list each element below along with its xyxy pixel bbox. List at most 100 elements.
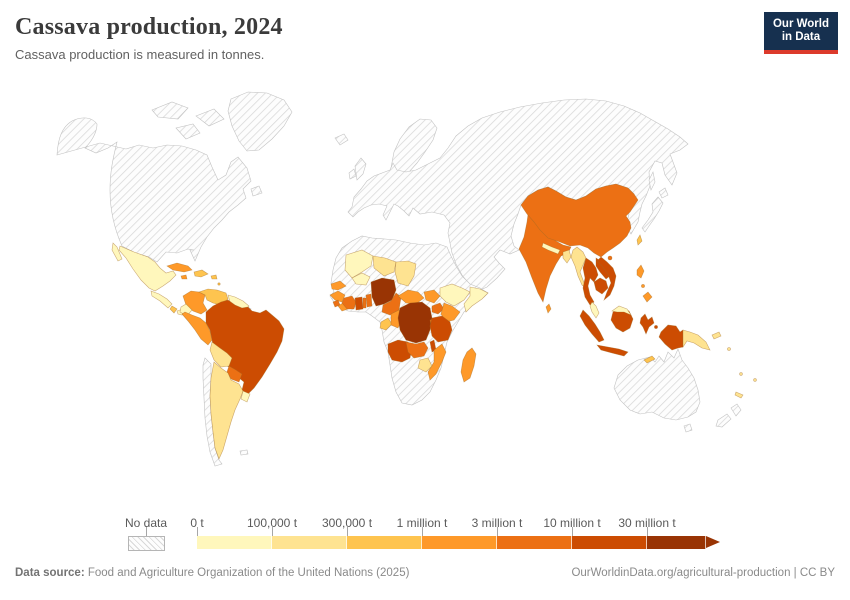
country-indonesian-papua[interactable] — [658, 324, 684, 351]
legend-no-data-swatch[interactable] — [128, 536, 165, 551]
country-south-sudan[interactable] — [423, 289, 441, 304]
country-madagascar[interactable] — [460, 347, 477, 383]
legend-color-segment[interactable] — [197, 536, 272, 549]
country-chad[interactable] — [394, 260, 417, 287]
country-angola[interactable] — [387, 339, 413, 363]
country-zimbabwe[interactable] — [417, 357, 433, 373]
country-china[interactable] — [520, 183, 639, 258]
owid-logo[interactable]: Our World in Data — [763, 12, 838, 54]
country-mali[interactable] — [344, 249, 374, 279]
legend-color-segment[interactable] — [422, 536, 497, 549]
country-ghana[interactable] — [354, 296, 364, 311]
page-title: Cassava production, 2024 — [15, 14, 283, 40]
legend-tick — [647, 527, 648, 536]
country-kenya[interactable] — [440, 302, 461, 323]
country-greenland[interactable] — [227, 91, 293, 152]
country-drc[interactable] — [397, 301, 433, 344]
country-benin[interactable] — [365, 293, 373, 308]
country-ireland[interactable] — [348, 168, 357, 180]
data-layer — [111, 183, 757, 460]
country-north-america[interactable] — [56, 117, 252, 263]
legend-tick — [272, 527, 273, 536]
country-uruguay[interactable] — [240, 390, 251, 403]
country-baja[interactable] — [111, 242, 123, 262]
country-central-america[interactable] — [150, 290, 173, 309]
country-hainan[interactable] — [607, 255, 613, 261]
legend-color-segment[interactable] — [497, 536, 572, 549]
country-uganda[interactable] — [431, 302, 445, 315]
data-source-label: Data source: — [15, 567, 85, 579]
country-timor[interactable] — [643, 355, 656, 364]
country-cambodia[interactable] — [593, 277, 609, 295]
country-senegal[interactable] — [330, 280, 347, 291]
country-vietnam[interactable] — [596, 256, 617, 301]
country-nepal[interactable] — [541, 242, 561, 255]
country-arctic-island-3[interactable] — [175, 123, 201, 140]
country-somalia[interactable] — [463, 286, 489, 313]
owid-logo-line2: in Data — [781, 31, 821, 43]
legend-tick-label: 300,000 t — [321, 516, 373, 530]
country-puerto-rico[interactable] — [210, 274, 218, 280]
country-philippines-luzon[interactable] — [636, 264, 645, 279]
country-moluccas[interactable] — [654, 325, 658, 329]
country-vanuatu[interactable] — [739, 372, 743, 376]
country-niger[interactable] — [372, 255, 397, 277]
country-newfoundland[interactable] — [250, 185, 263, 197]
country-sumatra[interactable] — [579, 309, 605, 343]
country-togo[interactable] — [362, 297, 367, 309]
data-source-text: Food and Agriculture Organization of the… — [84, 567, 410, 579]
country-papua-new-guinea[interactable] — [682, 329, 711, 351]
legend-color-segment[interactable] — [647, 536, 706, 549]
country-argentina[interactable] — [209, 361, 244, 460]
country-philippines-mindanao[interactable] — [642, 291, 653, 303]
legend-color-segment[interactable] — [347, 536, 422, 549]
country-new-britain[interactable] — [711, 331, 722, 340]
country-malaysia[interactable] — [589, 301, 600, 319]
country-united-kingdom[interactable] — [354, 157, 367, 181]
owid-link[interactable]: OurWorldinData.org/agricultural-producti… — [571, 567, 835, 579]
country-gabon[interactable] — [379, 317, 393, 331]
country-falklands[interactable] — [239, 449, 249, 456]
country-arctic-island-2[interactable] — [195, 108, 225, 127]
country-fiji[interactable] — [753, 378, 757, 382]
legend-color-segment[interactable] — [572, 536, 647, 549]
country-arctic-island-1[interactable] — [151, 101, 189, 120]
legend-tick-label: 100,000 t — [246, 516, 298, 530]
country-tasmania[interactable] — [683, 423, 693, 433]
legend-color-segment[interactable] — [272, 536, 347, 549]
country-iceland[interactable] — [334, 133, 349, 146]
country-new-zealand-south[interactable] — [715, 413, 732, 428]
country-hispaniola[interactable] — [193, 269, 209, 278]
country-malaysia-borneo[interactable] — [611, 305, 632, 316]
country-new-caledonia[interactable] — [734, 391, 744, 399]
country-taiwan[interactable] — [636, 234, 643, 246]
country-central-african-republic[interactable] — [397, 289, 425, 305]
country-tanzania[interactable] — [429, 315, 453, 343]
country-australia[interactable] — [613, 348, 701, 421]
country-peru[interactable] — [181, 311, 213, 346]
country-java[interactable] — [596, 344, 629, 357]
country-antilles[interactable] — [217, 282, 221, 286]
country-cote-divoire[interactable] — [341, 295, 357, 310]
chart-header: Cassava production, 2024 Cassava product… — [15, 14, 283, 62]
country-ethiopia[interactable] — [439, 283, 471, 307]
country-thailand[interactable] — [582, 257, 599, 306]
country-japan[interactable] — [641, 196, 664, 233]
country-hokkaido[interactable] — [658, 187, 669, 199]
country-mexico[interactable] — [118, 245, 177, 292]
country-bangladesh[interactable] — [562, 249, 572, 264]
country-burkina-faso[interactable] — [351, 272, 371, 286]
country-solomon-islands[interactable] — [727, 347, 731, 351]
data-source-note: Data source: Food and Agriculture Organi… — [15, 567, 409, 579]
country-philippines-visayas[interactable] — [641, 284, 645, 288]
country-cameroon[interactable] — [381, 292, 402, 316]
country-sakhalin[interactable] — [648, 171, 656, 191]
country-jamaica[interactable] — [180, 274, 188, 280]
country-new-zealand-north[interactable] — [730, 403, 742, 417]
country-zambia[interactable] — [405, 341, 429, 359]
country-sulawesi[interactable] — [639, 313, 655, 335]
country-sri-lanka[interactable] — [545, 303, 552, 314]
country-cuba[interactable] — [166, 262, 193, 273]
country-costa-rica[interactable] — [169, 305, 178, 314]
